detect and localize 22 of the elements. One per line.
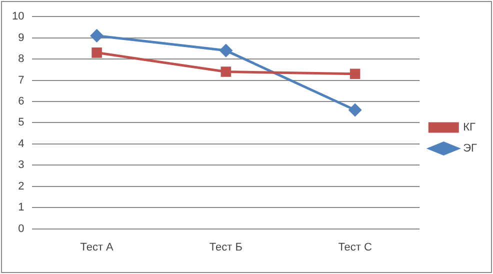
y-tick-label: 6 bbox=[18, 96, 24, 108]
legend-label: КГ bbox=[463, 122, 476, 134]
point bbox=[350, 68, 360, 80]
y-tick-label: 5 bbox=[18, 116, 24, 129]
y-tick-label: 10 bbox=[12, 10, 24, 23]
y-tick-label: 1 bbox=[18, 202, 24, 214]
y-tick-label: 3 bbox=[18, 159, 24, 172]
x-tick-label: Тест С bbox=[338, 241, 372, 254]
x-tick-label: Тест Б bbox=[209, 241, 242, 254]
point bbox=[220, 44, 232, 57]
y-tick-label: 0 bbox=[18, 222, 24, 235]
y-tick-label: 7 bbox=[18, 74, 24, 86]
point bbox=[92, 48, 102, 58]
point bbox=[220, 66, 232, 77]
legend-label: ЭГ bbox=[463, 142, 478, 155]
x-tick-label: Тест А bbox=[80, 241, 114, 254]
y-tick-label: 9 bbox=[18, 32, 24, 44]
y-tick-label: 4 bbox=[18, 138, 24, 150]
y-tick-label: 8 bbox=[18, 53, 24, 66]
point bbox=[90, 29, 104, 42]
point bbox=[348, 104, 362, 116]
y-tick-label: 2 bbox=[18, 180, 24, 192]
